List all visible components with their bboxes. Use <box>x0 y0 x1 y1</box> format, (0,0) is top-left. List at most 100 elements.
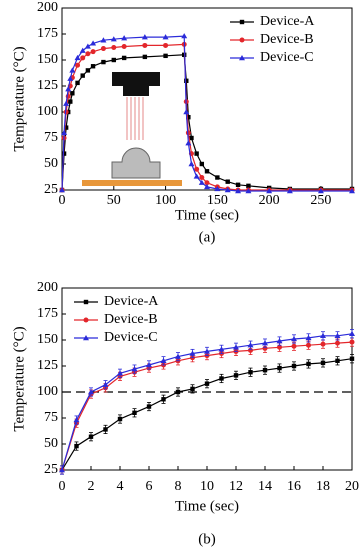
marker <box>74 54 81 61</box>
x-tick-label: 0 <box>59 193 66 208</box>
legend-label: Device-C <box>104 330 158 345</box>
marker <box>80 55 86 61</box>
marker <box>100 37 107 43</box>
marker <box>204 381 210 386</box>
marker <box>204 183 210 190</box>
marker <box>198 179 205 185</box>
legend-label: Device-C <box>260 50 314 65</box>
marker <box>63 125 69 130</box>
marker <box>68 99 73 104</box>
marker <box>88 389 94 395</box>
marker <box>102 381 109 387</box>
marker <box>111 45 117 51</box>
caption: (b) <box>198 531 216 547</box>
y-tick-label: 100 <box>37 384 58 399</box>
marker <box>320 360 326 366</box>
marker <box>163 53 168 59</box>
marker <box>160 357 167 363</box>
marker <box>277 365 282 371</box>
marker <box>67 75 74 81</box>
x-tick-label: 150 <box>207 193 228 208</box>
marker <box>175 353 181 359</box>
marker <box>189 135 194 141</box>
x-tick-label: 16 <box>287 479 301 494</box>
marker <box>215 175 220 180</box>
specimen <box>111 147 161 179</box>
marker <box>185 140 192 146</box>
marker <box>175 389 181 395</box>
marker <box>90 64 96 69</box>
marker <box>142 54 148 60</box>
marker <box>219 376 224 381</box>
x-tick-label: 6 <box>146 479 153 494</box>
x-axis-label: Time (sec) <box>175 207 239 223</box>
y-tick-label: 150 <box>37 332 58 347</box>
series-line <box>61 43 352 191</box>
marker <box>193 173 200 179</box>
x-tick-label: 100 <box>155 193 176 208</box>
marker <box>79 47 86 53</box>
legend-label: Device-B <box>260 32 314 47</box>
marker <box>75 80 80 86</box>
marker <box>320 341 326 347</box>
marker <box>189 350 196 356</box>
marker <box>59 467 65 473</box>
marker <box>59 187 65 193</box>
marker <box>204 169 210 174</box>
y-tick-label: 50 <box>44 436 58 451</box>
marker <box>70 91 75 96</box>
marker <box>132 410 137 415</box>
marker <box>233 344 239 350</box>
x-tick-label: 0 <box>59 479 66 494</box>
y-tick-label: 200 <box>37 280 58 295</box>
marker <box>142 42 148 48</box>
marker <box>246 183 251 189</box>
inset-illustration <box>82 72 182 186</box>
plot-frame <box>61 7 353 191</box>
marker <box>199 175 205 181</box>
marker <box>204 180 210 186</box>
marker <box>277 344 282 350</box>
marker <box>291 363 297 369</box>
marker <box>317 188 324 194</box>
camera-lens <box>123 86 149 96</box>
marker <box>61 151 67 156</box>
x-tick-label: 20 <box>345 479 359 494</box>
marker <box>248 370 253 375</box>
x-tick-label: 14 <box>258 479 272 494</box>
marker <box>101 59 106 65</box>
marker <box>266 188 273 194</box>
marker <box>235 188 242 194</box>
marker <box>235 182 241 187</box>
marker <box>245 188 252 194</box>
marker <box>190 386 195 392</box>
x-tick-label: 50 <box>107 193 121 208</box>
marker <box>69 67 76 73</box>
legend-label: Device-B <box>104 312 158 327</box>
y-axis-label: Temperature (°C) <box>11 326 27 431</box>
camera-body <box>112 72 160 86</box>
x-tick-label: 10 <box>200 479 214 494</box>
y-tick-label: 75 <box>44 410 58 425</box>
marker <box>83 335 89 341</box>
caption: (a) <box>199 229 216 245</box>
marker <box>306 342 311 348</box>
marker <box>83 299 89 305</box>
marker <box>188 161 195 167</box>
marker <box>85 68 91 73</box>
y-tick-label: 175 <box>37 306 58 321</box>
marker <box>224 187 231 193</box>
y-axis-label: Temperature (°C) <box>11 46 27 151</box>
marker <box>80 73 85 78</box>
marker <box>61 129 68 135</box>
marker <box>334 332 341 339</box>
y-tick-label: 125 <box>37 78 58 93</box>
marker <box>199 161 205 167</box>
marker <box>90 40 97 46</box>
marker <box>218 346 225 352</box>
marker <box>65 86 72 92</box>
y-tick-label: 50 <box>44 156 58 171</box>
marker <box>225 179 230 184</box>
x-tick-label: 4 <box>117 479 124 494</box>
